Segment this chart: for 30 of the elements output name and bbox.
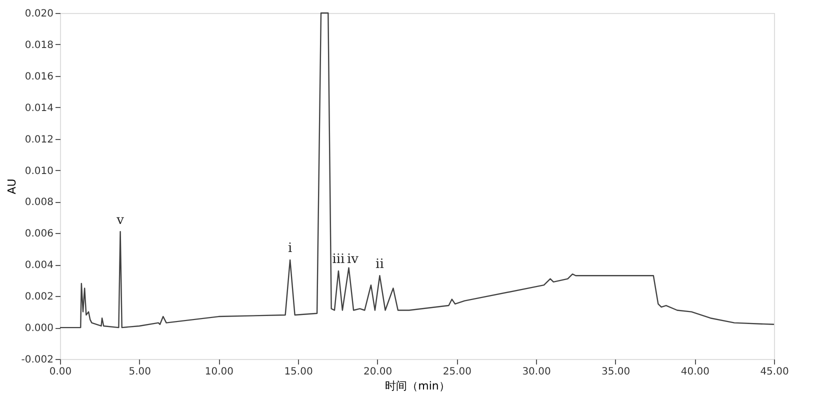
x-tick-label: 40.00	[680, 366, 710, 378]
x-tick-label: 30.00	[522, 366, 551, 378]
y-tick-label: 0.016	[24, 71, 54, 82]
x-tick-label: 45.00	[760, 366, 789, 378]
annotation: i	[288, 241, 292, 256]
y-tick-label: 0.012	[24, 134, 54, 146]
x-tick-label: 10.00	[204, 366, 234, 378]
x-tick-label: 35.00	[602, 366, 630, 378]
y-tick-label: 0.014	[24, 102, 54, 114]
annotation: v	[116, 212, 125, 228]
y-axis-title: AU	[5, 178, 18, 194]
x-tick-label: 0.00	[49, 366, 72, 378]
x-tick-label: 5.00	[128, 366, 151, 378]
x-axis-title: 时间（min）	[385, 380, 450, 392]
y-tick-label: 0.018	[24, 40, 54, 51]
y-tick-label: 0.010	[24, 166, 54, 177]
y-tick-label: 0.006	[24, 228, 54, 240]
y-tick-label: 0.000	[24, 323, 54, 334]
x-tick-label: 25.00	[442, 366, 472, 378]
y-tick-label: 0.020	[24, 8, 54, 20]
y-tick-label: -0.002	[21, 354, 54, 366]
y-tick-label: 0.008	[24, 197, 54, 208]
annotation: ii	[376, 256, 384, 272]
annotation: iv	[346, 252, 360, 268]
x-tick-label: 15.00	[284, 366, 313, 378]
line-series	[59, 12, 775, 328]
y-tick-label: 0.004	[24, 260, 54, 272]
x-tick-label: 20.00	[364, 366, 392, 378]
annotation: iii	[332, 252, 345, 268]
y-tick-label: 0.002	[24, 292, 54, 303]
